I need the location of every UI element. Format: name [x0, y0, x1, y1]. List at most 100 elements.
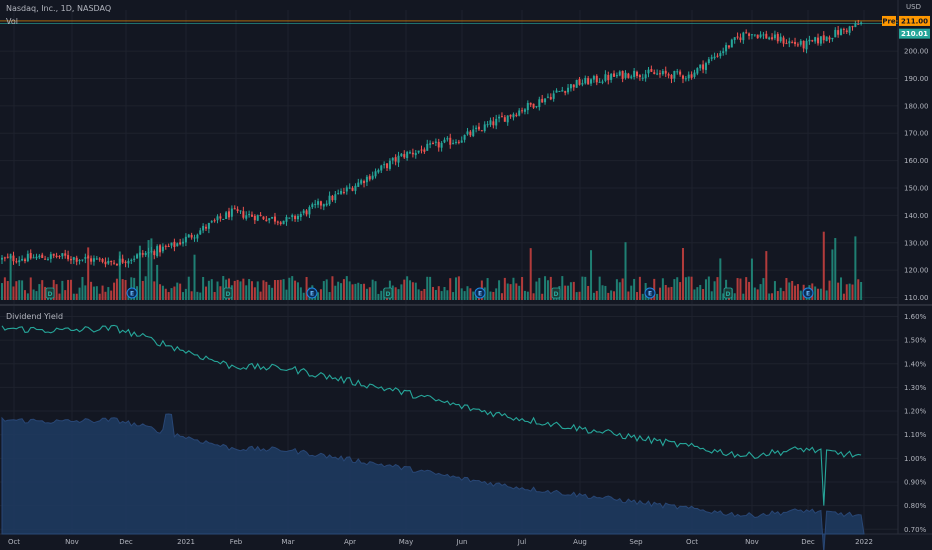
candle-body — [535, 106, 538, 108]
candle-body — [222, 219, 225, 221]
volume-bar — [357, 282, 360, 300]
candle-body — [776, 34, 779, 42]
candle-body — [538, 99, 541, 108]
candle-body — [199, 230, 202, 235]
price-candles[interactable] — [0, 19, 863, 268]
dividend-event-icon[interactable]: D — [551, 287, 561, 299]
candle-body — [52, 253, 55, 256]
volume-bar — [498, 280, 501, 300]
volume-bar — [187, 276, 190, 300]
candle-body — [236, 209, 239, 211]
volume-bar — [3, 277, 6, 300]
volume-bar — [610, 290, 613, 300]
candle-body — [170, 242, 173, 246]
candle-body — [805, 40, 808, 50]
volume-bar — [365, 288, 368, 300]
candle-body — [664, 70, 667, 74]
volume-bar — [521, 277, 524, 300]
volume-bar — [753, 287, 756, 300]
candle-body — [161, 246, 164, 252]
candle-body — [179, 242, 182, 245]
volume-bar — [368, 287, 371, 300]
candle-body — [311, 204, 314, 208]
dividend-event-icon[interactable]: D — [383, 287, 393, 299]
candle-body — [828, 37, 831, 40]
dividend-event-icon[interactable]: D — [723, 287, 733, 299]
volume-bar — [67, 279, 70, 300]
earnings-event-icon[interactable]: E — [306, 287, 318, 299]
earnings-event-icon[interactable]: E — [802, 287, 814, 299]
volume-bar — [503, 277, 506, 300]
candle-body — [213, 220, 216, 222]
volume-bar — [567, 285, 570, 300]
candle-body — [426, 143, 429, 151]
price-tick-label: 110.00 — [904, 294, 929, 302]
candle-body — [72, 257, 75, 260]
volume-bar — [710, 291, 713, 300]
candle-body — [658, 73, 661, 75]
candle-body — [225, 212, 228, 220]
candle-body — [15, 261, 18, 263]
volume-bar — [860, 281, 863, 300]
candle-body — [242, 211, 245, 218]
earnings-event-icon[interactable]: E — [644, 287, 656, 299]
dividend-event-icon[interactable]: D — [45, 287, 55, 299]
symbol-title: Nasdaq, Inc., 1D, NASDAQ — [6, 4, 112, 13]
volume-bar — [403, 279, 406, 300]
candle-body — [423, 149, 426, 152]
candle-body — [762, 34, 765, 36]
candle-body — [141, 253, 144, 255]
candle-body — [808, 39, 811, 42]
price-tick-label: 150.00 — [904, 184, 929, 192]
candle-body — [196, 234, 199, 239]
dividend-marker-letter: D — [48, 291, 53, 298]
candle-body — [722, 51, 725, 54]
axes: 110.00 120.00 130.00 140.00 150.00 160.00 170.… — [8, 48, 929, 546]
dividend-marker-letter: D — [726, 291, 731, 298]
candle-body — [167, 246, 170, 248]
volume-bar — [509, 284, 512, 300]
volume-bar — [446, 290, 449, 300]
yield-tick-label: 1.40% — [904, 360, 927, 368]
pre-tag-label: Pre — [882, 17, 896, 25]
candle-body — [115, 263, 118, 266]
candle-body — [414, 152, 417, 156]
candle-body — [595, 75, 598, 83]
volume-bar — [420, 290, 423, 300]
candle-body — [676, 71, 679, 73]
candle-body — [544, 98, 547, 103]
candle-body — [12, 255, 15, 262]
candle-body — [466, 131, 469, 135]
event-markers[interactable]: D D D D DE E E E E — [45, 287, 814, 299]
candle-body — [41, 254, 44, 258]
earnings-event-icon[interactable]: E — [474, 287, 486, 299]
volume-bar — [785, 277, 788, 300]
candle-body — [409, 152, 412, 154]
time-tick-label: Oct — [8, 538, 20, 546]
volume-bar — [638, 276, 641, 300]
volume-bar — [489, 291, 492, 300]
volume-bar — [417, 289, 420, 300]
candle-body — [834, 29, 837, 38]
volume-bar — [262, 280, 265, 300]
candle-body — [581, 83, 584, 85]
candle-body — [365, 176, 368, 183]
candle-body — [598, 81, 601, 83]
candle-body — [322, 204, 325, 207]
volume-bar — [434, 289, 437, 300]
price-tick-label: 190.00 — [904, 75, 929, 83]
volume-bar — [578, 291, 581, 300]
dividend-event-icon[interactable]: D — [223, 287, 233, 299]
volume-bar — [495, 288, 498, 300]
candle-body — [210, 221, 213, 223]
earnings-event-icon[interactable]: E — [126, 287, 138, 299]
candle-body — [610, 73, 613, 80]
candle-body — [604, 74, 607, 81]
candle-body — [98, 258, 101, 260]
volume-bar — [348, 281, 351, 300]
candle-body — [49, 254, 52, 259]
candle-body — [463, 134, 466, 140]
candle-body — [782, 37, 785, 44]
volume-bar — [429, 276, 432, 300]
